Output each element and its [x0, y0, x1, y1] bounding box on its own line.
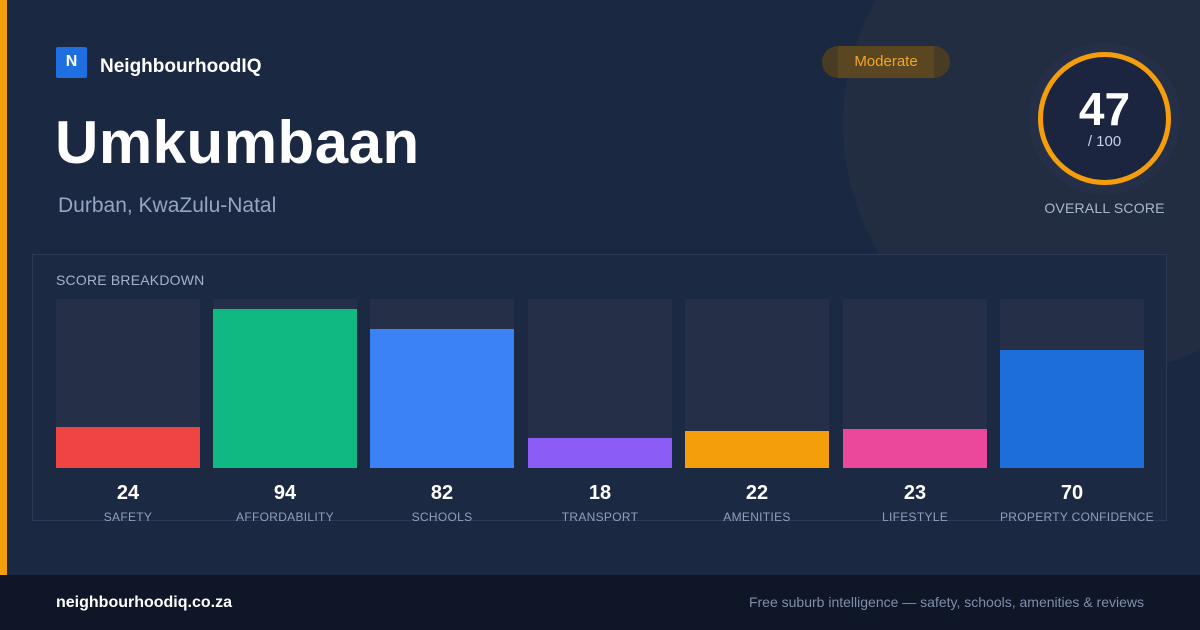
bar-fill-property-confidence: [1000, 350, 1144, 468]
bar-label-amenities: AMENITIES: [723, 510, 791, 524]
accent-bar: [0, 0, 7, 575]
bar-track: [213, 299, 357, 468]
bar-value-safety: 24: [116, 482, 140, 504]
overall-score-value: 47: [1078, 83, 1131, 135]
suburb-title: Umkumbaan: [55, 109, 420, 176]
brand-logo-icon: N: [56, 46, 87, 78]
score-breakdown-title: SCORE BREAKDOWN: [56, 272, 205, 288]
bar-fill-schools: [370, 329, 514, 468]
bar-value-lifestyle: 23: [903, 482, 927, 504]
score-ring-track: [1038, 52, 1171, 185]
breakdown-item-amenities: 22 AMENITIES: [685, 299, 829, 524]
bar-value-property-confidence: 70: [1060, 482, 1084, 504]
overall-score-caption: OVERALL SCORE: [1044, 200, 1165, 216]
bar-track: [528, 299, 672, 468]
breakdown-item-lifestyle: 23 LIFESTYLE: [843, 299, 987, 524]
bar-track: [1000, 299, 1144, 468]
breakdown-item-safety: 24 SAFETY: [56, 299, 200, 524]
brand-name: NeighbourhoodIQ: [100, 56, 262, 77]
score-ring-inner: [1040, 54, 1169, 183]
bar-label-safety: SAFETY: [103, 510, 153, 524]
bar-fill-transport: [528, 438, 672, 468]
bar-label-lifestyle: LIFESTYLE: [881, 510, 949, 524]
bar-label-property-confidence: PROPERTY CONFIDENCE: [1000, 510, 1154, 524]
footer: neighbourhoodiq.co.za Free suburb intell…: [0, 575, 1200, 630]
bar-track: [56, 299, 200, 468]
bar-value-transport: 18: [588, 482, 612, 504]
bar-fill-amenities: [685, 431, 829, 468]
breakdown-item-schools: 82 SCHOOLS: [370, 299, 514, 524]
breakdown-item-affordability: 94 AFFORDABILITY: [213, 299, 357, 524]
bar-track: [685, 299, 829, 468]
brand[interactable]: N NeighbourhoodIQ: [56, 46, 261, 78]
overall-score-max: / 100: [1087, 133, 1122, 150]
bar-label-affordability: AFFORDABILITY: [236, 510, 334, 524]
bar-fill-safety: [56, 427, 200, 468]
bar-fill-affordability: [213, 309, 357, 468]
rating-badge-highlight: [838, 46, 934, 78]
share-card: N NeighbourhoodIQ Moderate Umkumbaan Dur…: [0, 0, 1181, 575]
breakdown-item-transport: 18 TRANSPORT: [528, 299, 672, 524]
footer-domain-link[interactable]: neighbourhoodiq.co.za: [56, 594, 232, 611]
bar-value-affordability: 94: [273, 482, 297, 504]
bar-track: [370, 299, 514, 468]
bar-fill-lifestyle: [843, 429, 987, 468]
rating-badge-label: Moderate: [854, 53, 918, 70]
breakdown-item-property-confidence: 70 PROPERTY CONFIDENCE: [1000, 299, 1154, 524]
suburb-location: Durban, KwaZulu-Natal: [58, 194, 277, 217]
bar-label-transport: TRANSPORT: [561, 510, 639, 524]
bar-track: [843, 299, 987, 468]
bar-value-amenities: 22: [745, 482, 769, 504]
overall-score-ring: [1028, 42, 1181, 195]
footer-tagline: Free suburb intelligence — safety, schoo…: [748, 594, 1144, 610]
score-breakdown-panel: SCORE BREAKDOWN 24 SAFETY 94 AFFORDABILI…: [32, 254, 1167, 524]
bar-label-schools: SCHOOLS: [411, 510, 473, 524]
rating-badge: Moderate: [822, 46, 950, 78]
bar-value-schools: 82: [430, 482, 454, 504]
